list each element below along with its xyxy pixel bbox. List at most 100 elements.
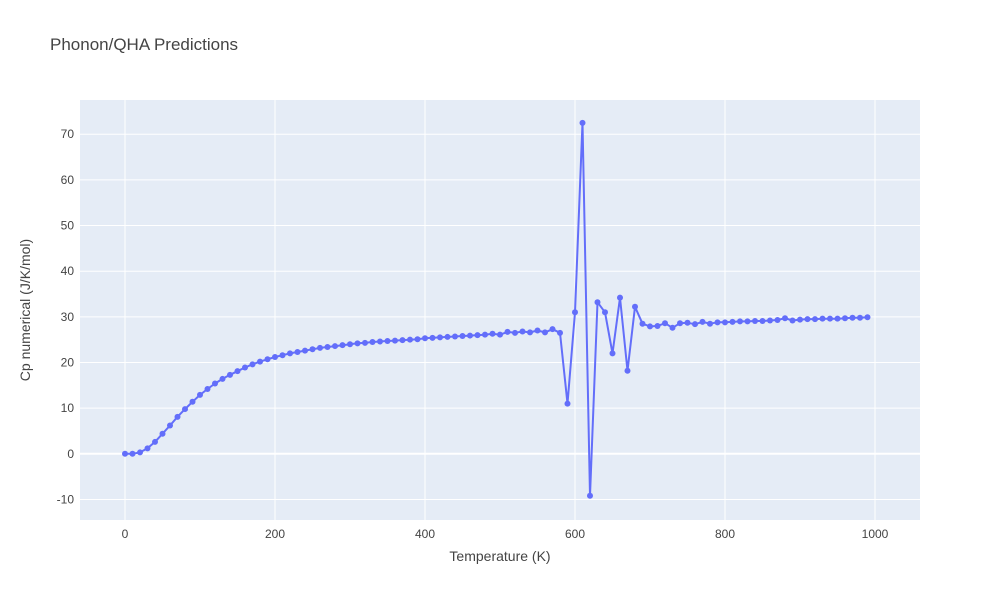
tick-labels: 0 200 400 600 800 1000 -10 0 10 20 30 40 50 60 70 xyxy=(57,127,889,541)
data-point xyxy=(204,385,211,392)
data-point xyxy=(197,391,203,398)
y-tick-label: 40 xyxy=(61,264,75,278)
data-point xyxy=(692,321,698,328)
data-point xyxy=(677,320,683,327)
y-tick-label: 30 xyxy=(61,310,75,324)
data-point xyxy=(782,315,788,322)
data-point xyxy=(497,331,503,338)
data-point xyxy=(842,315,848,322)
plot-area xyxy=(80,100,920,520)
data-point xyxy=(234,368,241,375)
data-point xyxy=(534,327,541,334)
y-tick-label: -10 xyxy=(57,492,75,506)
data-point xyxy=(752,317,758,324)
data-point xyxy=(212,380,218,387)
data-point xyxy=(174,413,181,420)
data-point xyxy=(572,309,578,316)
data-point xyxy=(384,338,391,345)
data-point xyxy=(549,326,556,333)
data-point xyxy=(707,320,713,327)
data-point xyxy=(759,317,766,324)
y-tick-label: 70 xyxy=(61,127,75,141)
data-point xyxy=(122,450,128,457)
data-point xyxy=(542,329,548,336)
data-point xyxy=(392,337,398,344)
data-point xyxy=(137,449,143,456)
x-axis-label: Temperature (K) xyxy=(449,548,550,564)
data-point xyxy=(444,333,451,340)
data-point xyxy=(189,398,196,405)
data-point xyxy=(722,319,728,326)
data-point xyxy=(437,334,443,341)
data-point xyxy=(564,400,571,407)
data-point xyxy=(639,320,646,327)
data-point xyxy=(647,323,653,330)
x-tick-label: 600 xyxy=(565,527,585,541)
data-point xyxy=(362,339,368,346)
data-point xyxy=(512,329,518,336)
data-point xyxy=(324,343,331,350)
series-line xyxy=(125,121,868,497)
data-point xyxy=(797,316,803,323)
data-point xyxy=(467,332,473,339)
data-point xyxy=(219,375,226,382)
data-point xyxy=(684,319,691,326)
y-tick-label: 0 xyxy=(67,447,74,461)
data-point xyxy=(774,317,781,324)
data-point xyxy=(369,338,376,345)
data-point xyxy=(812,316,818,323)
x-tick-label: 0 xyxy=(122,527,129,541)
data-point xyxy=(729,318,736,325)
y-tick-label: 20 xyxy=(61,356,75,370)
data-point xyxy=(527,329,533,336)
data-point xyxy=(309,346,316,353)
data-point xyxy=(332,343,338,350)
data-point xyxy=(654,322,661,329)
data-point xyxy=(744,318,751,325)
x-tick-label: 1000 xyxy=(862,527,889,541)
data-point xyxy=(827,315,833,322)
data-point xyxy=(167,422,173,429)
data-point xyxy=(129,450,136,457)
data-point xyxy=(159,430,166,437)
data-point xyxy=(399,337,406,344)
data-point xyxy=(414,336,421,343)
data-point xyxy=(257,358,263,365)
x-tick-label: 400 xyxy=(415,527,435,541)
y-tick-label: 50 xyxy=(61,219,75,233)
data-point xyxy=(504,328,511,335)
data-point xyxy=(452,333,458,340)
y-axis-label: Cp numerical (J/K/mol) xyxy=(17,239,33,381)
data-point xyxy=(617,294,623,301)
data-point xyxy=(489,330,496,337)
data-point xyxy=(819,315,826,322)
data-point xyxy=(662,320,668,327)
chart-title: Phonon/QHA Predictions xyxy=(50,35,238,54)
data-point xyxy=(354,340,361,347)
data-point xyxy=(857,314,863,321)
data-point xyxy=(594,299,601,306)
data-point xyxy=(714,319,721,326)
data-point xyxy=(834,315,841,322)
data-point xyxy=(767,317,773,324)
data-point xyxy=(804,316,811,323)
data-point xyxy=(602,309,608,316)
data-point xyxy=(302,347,308,354)
data-point xyxy=(144,445,151,452)
data-point xyxy=(624,367,631,374)
data-point xyxy=(459,333,466,340)
series-marks xyxy=(122,119,871,499)
data-point xyxy=(557,329,563,336)
data-point xyxy=(587,492,593,499)
data-point xyxy=(519,328,526,335)
data-point xyxy=(482,331,488,338)
data-point xyxy=(789,317,796,324)
data-point xyxy=(429,334,436,341)
data-point xyxy=(579,119,586,126)
data-point xyxy=(474,332,481,339)
data-point xyxy=(737,318,743,325)
grid-lines xyxy=(80,100,920,520)
data-point xyxy=(279,352,286,359)
data-point xyxy=(632,303,638,310)
